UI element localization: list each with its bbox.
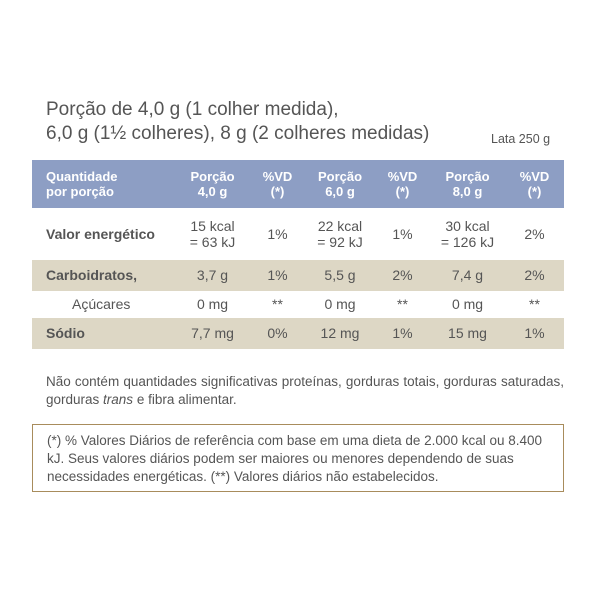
- cell-line: 0 mg: [324, 296, 356, 312]
- table-cell: 1%: [375, 208, 430, 260]
- cell-line: 7,7 mg: [191, 325, 234, 341]
- cell-line: 4,0 g: [197, 184, 228, 199]
- serving-title: Porção de 4,0 g (1 colher medida), 6,0 g…: [46, 98, 429, 146]
- header-cell: Porção 8,0 g: [430, 160, 505, 208]
- cell-line: 0 mg: [196, 296, 229, 312]
- cell-line: 3,7 g: [196, 267, 229, 283]
- note-italic: trans: [103, 392, 134, 407]
- table-cell: 22 kcal = 92 kJ: [305, 208, 375, 260]
- table-row: Carboidratos, 3,7 g 1% 5,5 g 2% 7,4 g 2%: [32, 260, 564, 290]
- cell-line: 30 kcal: [445, 217, 490, 234]
- cell-line: Porção: [445, 169, 490, 184]
- cell-line: Sódio: [46, 325, 85, 341]
- table-cell: 15 kcal = 63 kJ: [175, 208, 250, 260]
- table-cell: 2%: [505, 260, 564, 290]
- table-cell: Sódio: [32, 318, 175, 348]
- title-line: 6,0 g (1½ colheres), 8 g (2 colheres med…: [46, 123, 430, 144]
- cell-line: = 63 kJ: [189, 233, 236, 250]
- header-cell: %VD (*): [250, 160, 305, 208]
- header-cell: Porção 6,0 g: [305, 160, 375, 208]
- cell-line: 15 kcal: [190, 217, 235, 234]
- cell-line: Valor energético: [46, 225, 155, 242]
- cell-line: 1%: [267, 225, 288, 242]
- table-cell: 1%: [505, 318, 564, 348]
- header-row: Quantidade por porção Porção 4,0 g %VD (*) Por…: [32, 160, 564, 208]
- table-cell: 15 mg: [430, 318, 505, 348]
- table-cell: Valor energético: [32, 208, 175, 260]
- cell-line: 1%: [392, 225, 413, 242]
- cell-line: Carboidratos,: [46, 267, 138, 283]
- cell-line: (*): [395, 184, 410, 199]
- table-cell: **: [250, 290, 305, 318]
- cell-line: **: [397, 296, 408, 312]
- table-cell: 1%: [375, 318, 430, 348]
- cell-line: por porção: [46, 184, 114, 199]
- cell-line: %VD: [387, 169, 418, 184]
- table-cell: 7,7 mg: [175, 318, 250, 348]
- table-cell: **: [375, 290, 430, 318]
- header-cell: Porção 4,0 g: [175, 160, 250, 208]
- cell-line: = 126 kJ: [440, 233, 495, 250]
- cell-line: 1%: [392, 325, 413, 341]
- table-cell: 3,7 g: [175, 260, 250, 290]
- table-cell: 0 mg: [305, 290, 375, 318]
- cell-line: 0 mg: [451, 296, 484, 312]
- note-text: Não contém quantidades significativas pr…: [46, 374, 564, 407]
- table-cell: 0 mg: [430, 290, 505, 318]
- cell-line: 15 mg: [448, 325, 487, 341]
- table-cell: **: [505, 290, 564, 318]
- table-cell: 2%: [505, 208, 564, 260]
- cell-line: 8,0 g: [452, 184, 483, 199]
- cell-line: 1%: [524, 325, 545, 341]
- table-cell: 7,4 g: [430, 260, 505, 290]
- header-cell: %VD (*): [375, 160, 430, 208]
- cell-line: 2%: [524, 225, 545, 242]
- nutrition-table: Quantidade por porção Porção 4,0 g %VD (*) Por…: [32, 160, 564, 349]
- cell-line: %VD: [262, 169, 293, 184]
- table-cell: 2%: [375, 260, 430, 290]
- table-cell: 30 kcal = 126 kJ: [430, 208, 505, 260]
- title-line: Porção de 4,0 g (1 colher medida),: [46, 99, 339, 120]
- cell-line: 2%: [392, 267, 413, 283]
- cell-line: Porção: [190, 169, 235, 184]
- cell-line: 1%: [267, 267, 288, 283]
- cell-line: %VD: [519, 169, 550, 184]
- cell-line: 0%: [267, 325, 288, 341]
- cell-line: 6,0 g: [325, 184, 355, 199]
- note-text: e fibra alimentar.: [133, 392, 237, 407]
- cell-line: Açúcares: [72, 296, 131, 312]
- cell-line: = 92 kJ: [317, 233, 363, 250]
- table-cell: Carboidratos,: [32, 260, 175, 290]
- cell-line: 2%: [524, 267, 545, 283]
- table-row: Sódio 7,7 mg 0% 12 mg 1% 15 mg 1%: [32, 318, 564, 348]
- footnote-box: (*) % Valores Diários de referência com …: [32, 424, 564, 492]
- header-cell: %VD (*): [505, 160, 564, 208]
- package-size: Lata 250 g: [491, 132, 551, 146]
- cell-line: (*): [270, 184, 285, 199]
- table-cell: 0%: [250, 318, 305, 348]
- cell-line: 12 mg: [320, 325, 360, 341]
- table-cell: 12 mg: [305, 318, 375, 348]
- table-row: Açúcares 0 mg ** 0 mg ** 0 mg **: [32, 290, 564, 318]
- table-row: Valor energético 15 kcal = 63 kJ 1% 22 kcal =…: [32, 208, 564, 260]
- cell-line: (*): [527, 184, 542, 199]
- cell-line: 7,4 g: [451, 267, 484, 283]
- note: Não contém quantidades significativas pr…: [46, 373, 564, 409]
- table-cell: 5,5 g: [305, 260, 375, 290]
- table-cell: 0 mg: [175, 290, 250, 318]
- table-cell: 1%: [250, 260, 305, 290]
- cell-line: 22 kcal: [317, 217, 363, 234]
- table-cell: Açúcares: [32, 290, 175, 318]
- cell-line: Porção: [317, 169, 363, 184]
- cell-line: Quantidade: [46, 169, 118, 184]
- cell-line: **: [529, 296, 540, 312]
- cell-line: **: [272, 296, 283, 312]
- table-cell: 1%: [250, 208, 305, 260]
- cell-line: 5,5 g: [324, 267, 356, 283]
- header-cell: Quantidade por porção: [32, 160, 175, 208]
